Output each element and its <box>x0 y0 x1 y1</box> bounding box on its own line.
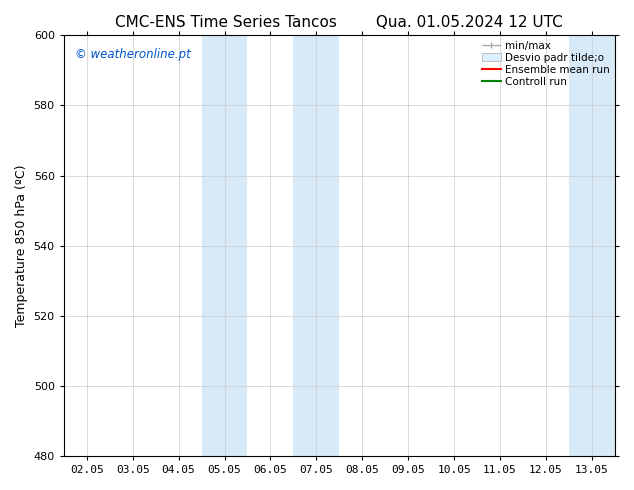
Bar <box>569 35 615 456</box>
Text: © weatheronline.pt: © weatheronline.pt <box>75 48 191 61</box>
Bar <box>294 35 339 456</box>
Bar <box>615 35 634 456</box>
Title: CMC-ENS Time Series Tancos        Qua. 01.05.2024 12 UTC: CMC-ENS Time Series Tancos Qua. 01.05.20… <box>115 15 563 30</box>
Y-axis label: Temperature 850 hPa (ºC): Temperature 850 hPa (ºC) <box>15 165 28 327</box>
Bar <box>202 35 247 456</box>
Legend: min/max, Desvio padr tilde;o, Ensemble mean run, Controll run: min/max, Desvio padr tilde;o, Ensemble m… <box>480 38 612 89</box>
